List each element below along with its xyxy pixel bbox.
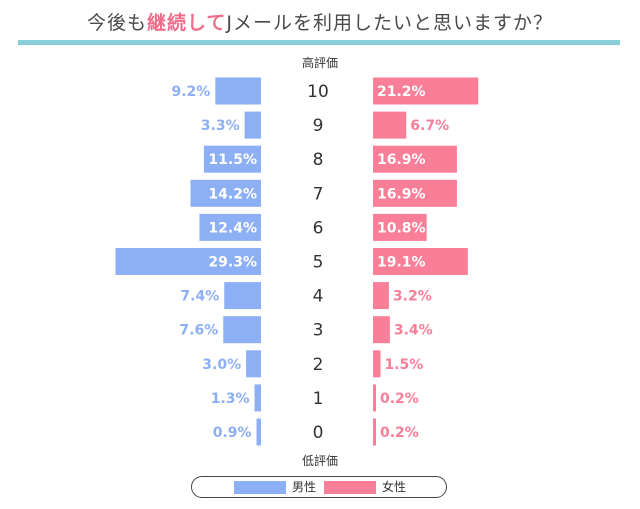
legend-label-female: 女性 [382,480,407,494]
title-suffix: Jメールを利用したいと思いますか？ [226,12,554,34]
score-label-3: 3 [313,321,324,341]
value-label-male-2: 3.0% [202,357,241,373]
score-label-10: 10 [307,82,329,102]
value-label-female-0: 0.2% [380,425,419,441]
value-label-male-0: 0.9% [213,425,252,441]
value-label-male-4: 7.4% [180,289,219,305]
bar-female-10 [373,77,479,105]
value-label-male-6: 12.4% [208,220,257,236]
value-label-male-7: 14.2% [208,186,257,202]
value-label-female-2: 1.5% [384,357,423,373]
score-label-7: 7 [313,184,324,204]
value-label-female-9: 6.7% [410,118,449,134]
score-label-1: 1 [313,389,324,409]
value-label-male-3: 7.6% [179,323,218,339]
bar-male-8 [203,145,261,173]
value-label-male-9: 3.3% [201,118,240,134]
bar-male-4 [224,282,261,310]
value-label-female-8: 16.9% [377,152,426,168]
bar-female-5 [373,248,468,275]
score-label-5: 5 [313,253,324,273]
bar-male-5 [115,248,261,275]
value-label-male-8: 11.5% [208,152,257,168]
bar-female-7 [373,179,457,207]
legend-label-male: 男性 [292,480,317,494]
score-label-2: 2 [313,355,324,375]
bottom-axis-caption: 低評価 [301,454,338,468]
score-label-9: 9 [313,116,324,136]
title-underline [18,40,620,45]
bar-female-0 [373,418,376,446]
value-label-female-6: 10.8% [377,220,426,236]
legend-swatch-male [234,481,286,494]
value-label-female-5: 19.1% [377,255,426,271]
legend: 男性 女性 [191,476,447,498]
value-label-male-5: 29.3% [208,255,257,271]
bar-male-0 [256,418,261,446]
value-label-male-10: 9.2% [171,84,210,100]
top-axis-caption: 高評価 [301,56,338,70]
value-label-female-1: 0.2% [380,391,419,407]
bar-male-3 [223,316,261,344]
score-label-8: 8 [313,150,324,170]
bar-female-6 [373,213,427,241]
bar-male-1 [254,384,261,412]
bar-female-2 [373,350,381,378]
bar-female-4 [373,282,389,310]
value-label-female-7: 16.9% [377,186,426,202]
legend-item-male: 男性 [234,480,316,494]
value-label-female-4: 3.2% [393,289,432,305]
legend-swatch-female [324,481,376,494]
bar-female-1 [373,384,376,412]
title-highlight: 継続して [146,12,227,34]
value-label-male-1: 1.3% [211,391,250,407]
legend-item-female: 女性 [324,480,406,494]
score-label-4: 4 [313,287,324,307]
bar-male-7 [190,179,261,207]
chart-title: 今後も継続してJメールを利用したいと思いますか？ [0,8,640,35]
score-label-6: 6 [313,218,324,238]
title-prefix: 今後も [86,12,147,34]
bar-male-9 [244,111,261,139]
value-label-female-10: 21.2% [377,84,426,100]
bar-male-10 [215,77,261,105]
value-label-female-3: 3.4% [394,323,433,339]
bar-male-6 [199,213,261,241]
score-label-0: 0 [313,423,324,443]
bar-female-9 [373,111,407,139]
bar-male-2 [246,350,261,378]
bar-female-3 [373,316,390,344]
bar-female-8 [373,145,457,173]
